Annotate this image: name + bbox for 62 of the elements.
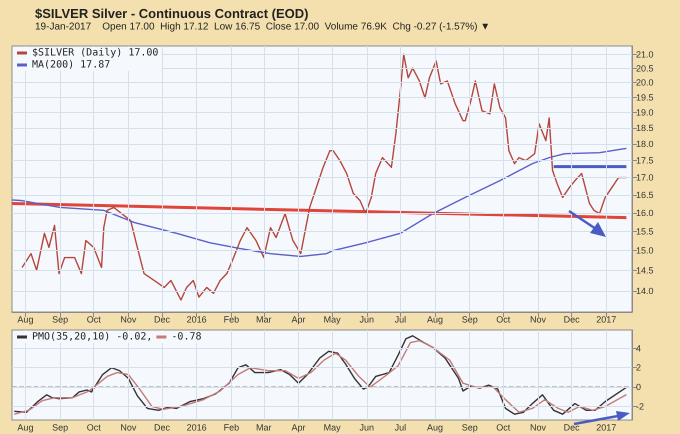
x-tick-label: Apr [291, 422, 306, 432]
x-tick-label: Jul [394, 422, 406, 432]
y-tick-label: 14.5 [636, 265, 654, 276]
x-tick-label: Jun [360, 422, 374, 432]
x-tick-label: 2017 [596, 314, 616, 324]
x-tick-label: Oct [496, 314, 511, 324]
y-tick-label: 17.0 [636, 172, 654, 183]
x-tick-label: Nov [530, 422, 546, 432]
x-tick-label: Jul [394, 314, 406, 324]
x-tick-label: Oct [86, 314, 102, 324]
x-tick-label: Dec [564, 314, 580, 324]
x-tick-label: 2016 [186, 314, 207, 324]
y-tick-label: 16.0 [636, 208, 654, 218]
x-tick-label: Mar [256, 314, 272, 324]
y-tick-label: -2 [636, 401, 644, 412]
x-tick-label: Sep [52, 422, 68, 432]
x-tick-label: Aug [427, 422, 444, 432]
x-tick-label: Nov [120, 314, 137, 324]
y-tick-label: 2 [636, 362, 642, 373]
y-tick-label: 17.5 [636, 156, 654, 166]
x-tick-label: Feb [224, 422, 240, 432]
y-tick-label: 18.0 [636, 139, 654, 150]
x-tick-label: Feb [224, 314, 240, 324]
x-tick-label: Nov [530, 314, 546, 324]
x-tick-label: Sep [52, 314, 68, 324]
y-tick-label: 19.0 [636, 108, 654, 118]
y-tick-label: 21.0 [636, 49, 654, 60]
y-tick-label: 16.5 [636, 190, 654, 200]
x-tick-label: Dec [154, 422, 170, 432]
x-tick-label: Oct [496, 422, 511, 432]
x-tick-label: Nov [120, 422, 137, 432]
x-tick-label: May [324, 314, 342, 324]
line-series [11, 148, 628, 258]
x-tick-label: Apr [291, 314, 306, 324]
y-tick-label: 4 [636, 343, 642, 354]
x-tick-label: Sep [462, 314, 478, 324]
y-tick-label: 15.0 [636, 246, 654, 256]
x-tick-label: Jun [360, 314, 374, 324]
x-tick-label: Dec [154, 314, 170, 324]
x-tick-label: Aug [17, 422, 34, 432]
x-tick-label: Mar [256, 422, 272, 432]
x-tick-label: Aug [17, 314, 34, 324]
x-tick-label: Dec [564, 422, 580, 432]
y-tick-label: 18.5 [636, 123, 654, 134]
y-tick-label: 20.5 [636, 63, 654, 74]
y-tick-label: 15.5 [636, 226, 654, 236]
y-tick-label: 20.0 [636, 78, 654, 88]
y-tick-label: 0 [636, 382, 642, 392]
legend-label: MA(200) 17.87 [32, 60, 110, 70]
x-tick-label: May [324, 422, 342, 432]
x-tick-label: 2017 [596, 422, 616, 432]
legend-label: PMO(35,20,10) -0.02, [32, 332, 152, 342]
chart-subtitle: 19-Jan-2017 Open 17.00 High 17.12 Low 16.75 Close 17.00 Volume 76.9K Chg -0.27 (-1.57%) ▼ [35, 22, 490, 32]
chart-title: $SILVER Silver - Continuous Contract (EOD) [35, 6, 309, 21]
y-tick-label: 14.0 [636, 286, 654, 296]
y-tick-label: 19.5 [636, 92, 654, 102]
x-tick-label: Oct [86, 422, 102, 432]
x-tick-label: 2016 [186, 422, 207, 432]
legend-label: $SILVER (Daily) 17.00 [32, 48, 158, 58]
x-tick-label: Aug [427, 314, 444, 324]
legend-label: -0.78 [171, 332, 202, 342]
x-tick-label: Sep [462, 422, 478, 432]
